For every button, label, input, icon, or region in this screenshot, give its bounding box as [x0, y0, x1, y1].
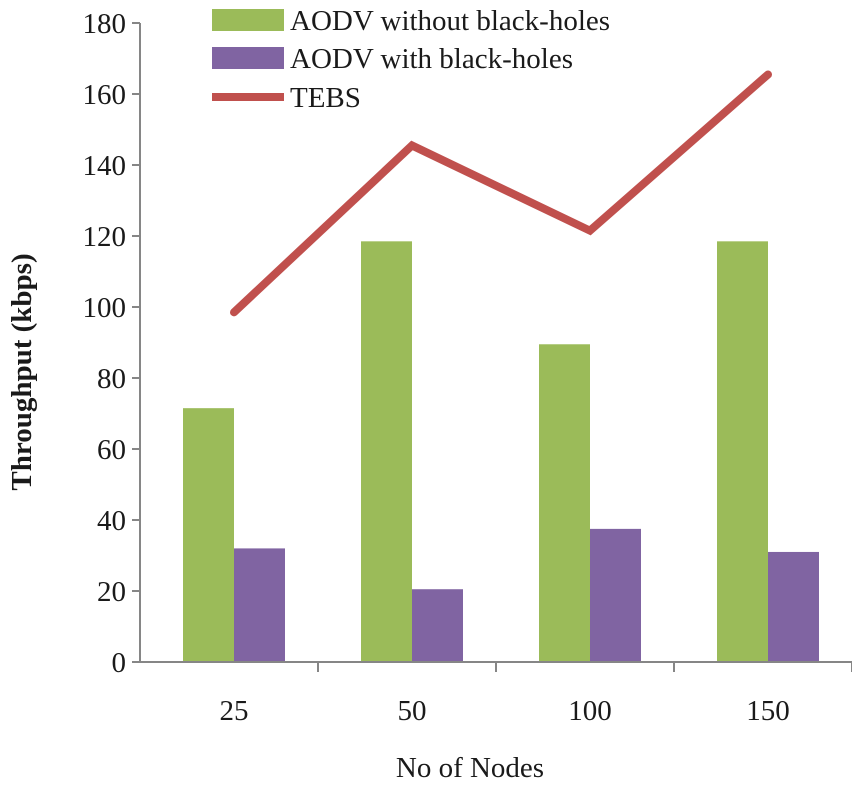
x-axis-title: No of Nodes [396, 752, 544, 784]
y-tick-label: 100 [83, 292, 127, 324]
x-tick-label-100: 100 [568, 695, 612, 727]
legend-label-aodv-without-black-holes: AODV without black-holes [290, 5, 610, 37]
bars-layer [183, 241, 819, 662]
y-tick-label: 140 [83, 150, 127, 182]
legend: AODV without black-holes AODV with black… [212, 5, 610, 114]
y-tick-label: 80 [97, 363, 126, 395]
y-ticks: 0 20 40 60 80 100 120 140 160 180 [83, 8, 141, 679]
x-tick-label-25: 25 [220, 695, 249, 727]
x-ticks: 25 50 100 150 [220, 662, 852, 727]
legend-label-tebs: TEBS [290, 82, 361, 114]
legend-swatch-aodv-without-black-holes [212, 9, 284, 31]
bar-aodv-with-black-holes-150 [768, 552, 819, 662]
legend-label-aodv-with-black-holes: AODV with black-holes [290, 43, 573, 75]
y-axis-title: Throughput (kbps) [6, 253, 38, 490]
x-tick-label-150: 150 [746, 695, 790, 727]
throughput-chart: 0 20 40 60 80 100 120 140 160 180 25 50 100 150 AODV… [0, 0, 852, 786]
y-tick-label: 20 [97, 576, 126, 608]
bar-aodv-without-black-holes-150 [717, 241, 768, 662]
y-tick-label: 180 [83, 8, 127, 40]
y-tick-label: 0 [112, 647, 127, 679]
y-tick-label: 60 [97, 434, 126, 466]
bar-aodv-with-black-holes-25 [234, 548, 285, 662]
legend-swatch-aodv-with-black-holes [212, 47, 284, 69]
y-tick-label: 160 [83, 79, 127, 111]
bar-aodv-without-black-holes-100 [539, 344, 590, 662]
y-tick-label: 120 [83, 221, 127, 253]
bar-aodv-with-black-holes-100 [590, 529, 641, 662]
x-tick-label-50: 50 [398, 695, 427, 727]
bar-aodv-without-black-holes-50 [361, 241, 412, 662]
bar-aodv-with-black-holes-50 [412, 589, 463, 662]
chart: 0 20 40 60 80 100 120 140 160 180 25 50 100 150 AODV… [0, 0, 852, 786]
bar-aodv-without-black-holes-25 [183, 408, 234, 662]
y-tick-label: 40 [97, 505, 126, 537]
